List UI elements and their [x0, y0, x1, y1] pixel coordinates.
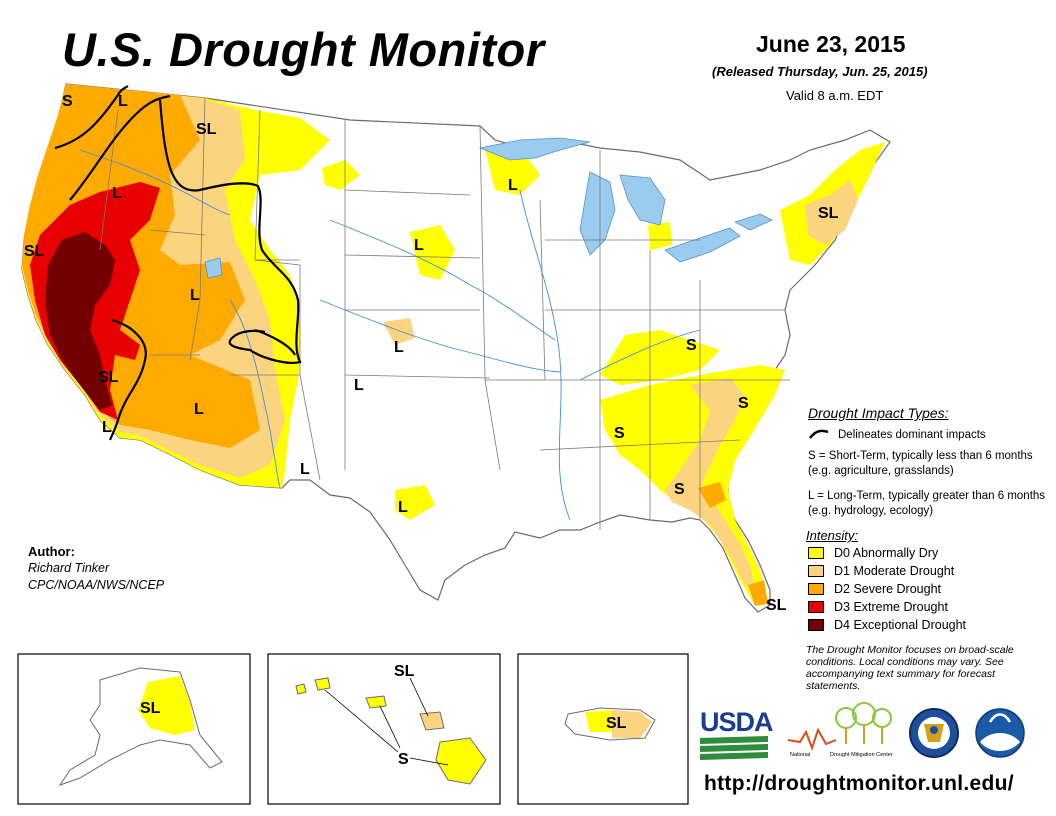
impact-label-l-ok: L	[354, 377, 364, 394]
hawaii-impact-label-sl: SL	[394, 663, 415, 680]
alaska-impact-label: SL	[140, 700, 161, 717]
release-date: (Released Thursday, Jun. 25, 2015)	[712, 64, 928, 79]
d0-mn	[485, 148, 540, 195]
impact-label-sl-ca2: SL	[98, 369, 119, 386]
impact-line-legend-glyph	[809, 429, 829, 439]
impact-label-sl-ne: SL	[818, 205, 839, 222]
hawaii-leader-lines	[324, 677, 449, 766]
d0-sd	[410, 225, 455, 280]
disclaimer-note: The Drought Monitor focuses on broad-sca…	[806, 644, 1014, 692]
impact-label-l-sd: L	[414, 237, 424, 254]
d0-oh-ky	[600, 330, 720, 385]
map-date: June 23, 2015	[756, 31, 906, 57]
impact-label-s-tn: S	[614, 425, 625, 442]
usda-logo-art	[700, 736, 768, 760]
impact-label-l-or: L	[112, 185, 122, 202]
rivers	[79, 149, 701, 521]
page-title: U.S. Drought Monitor	[62, 23, 545, 76]
ndmc-logo-icon: National Drought Mitigation Center	[787, 702, 893, 758]
author-name: Richard Tinker	[28, 561, 110, 575]
d1-southeast	[665, 378, 755, 590]
legend-swatch-d2	[808, 583, 824, 595]
legend-label-d1: D1 Moderate Drought	[834, 564, 955, 578]
valid-time: Valid 8 a.m. EDT	[786, 88, 884, 103]
impact-label-l-ks: L	[394, 339, 404, 356]
state-boundaries	[99, 97, 790, 530]
d0-nd	[322, 160, 360, 190]
impact-line-legend-label: Delineates dominant impacts	[838, 429, 986, 441]
puerto-rico-d0	[585, 710, 615, 732]
impact-label-sl-fl: SL	[766, 597, 787, 614]
d1-northeast	[805, 180, 858, 245]
great-lakes	[204, 137, 773, 279]
puerto-rico-impact-label: SL	[606, 715, 627, 732]
puerto-rico-d1	[612, 710, 652, 738]
legend-swatch-d4	[808, 619, 824, 631]
impact-label-sl-id: SL	[196, 121, 217, 138]
legend-swatch-d1	[808, 565, 824, 577]
d0-tx	[395, 485, 435, 520]
svg-text:Drought Mitigation Center: Drought Mitigation Center	[830, 752, 893, 758]
legend-label-d0: D0 Abnormally Dry	[834, 546, 939, 560]
legend-swatch-d3	[808, 601, 824, 613]
intensity-heading: Intensity:	[806, 528, 859, 543]
d2-ga	[698, 482, 726, 508]
impact-label-s-oh: S	[686, 337, 697, 354]
legend-label-d2: D2 Severe Drought	[834, 582, 942, 596]
department-of-commerce-seal-icon	[909, 708, 959, 758]
d0-ks	[383, 318, 415, 345]
long-term-legend: L = Long-Term, typically greater than 6 …	[808, 490, 1046, 517]
impact-label-s-ga: S	[674, 481, 685, 498]
impact-types-heading: Drought Impact Types:	[808, 405, 949, 421]
author-heading: Author:	[28, 544, 75, 559]
impact-label-l-tx: L	[398, 499, 408, 516]
hawaii-impact-label-s: S	[398, 751, 409, 768]
svg-text:National: National	[790, 752, 810, 758]
short-term-legend: S = Short-Term, typically less than 6 mo…	[808, 450, 1033, 477]
noaa-logo-icon	[975, 708, 1025, 758]
usda-logo: USDA	[700, 707, 774, 737]
d4-west	[45, 232, 115, 410]
hawaii-islands	[295, 677, 487, 785]
impact-label-l-nv: L	[190, 287, 200, 304]
impact-label-s-va: S	[738, 395, 749, 412]
impact-label-sl-ca: SL	[24, 243, 45, 260]
impact-label-l-mn: L	[508, 177, 518, 194]
author-organization: CPC/NOAA/NWS/NCEP	[28, 578, 165, 592]
impact-label-l-az: L	[194, 401, 204, 418]
website-link[interactable]: http://droughtmonitor.unl.edu/	[704, 772, 1014, 795]
impact-label-l-nm: L	[300, 461, 310, 478]
d2-fl	[748, 580, 768, 606]
impact-label-s-nw: S	[62, 93, 73, 110]
impact-label-l-nw: L	[118, 93, 128, 110]
d0-mi	[648, 222, 672, 250]
impact-label-l-socal: L	[102, 419, 112, 436]
legend-label-d3: D3 Extreme Drought	[834, 600, 948, 614]
legend-swatch-d0	[808, 547, 824, 559]
alaska-d0	[138, 676, 195, 735]
legend-label-d4: D4 Exceptional Drought	[834, 618, 967, 632]
impact-boundaries	[54, 85, 302, 441]
